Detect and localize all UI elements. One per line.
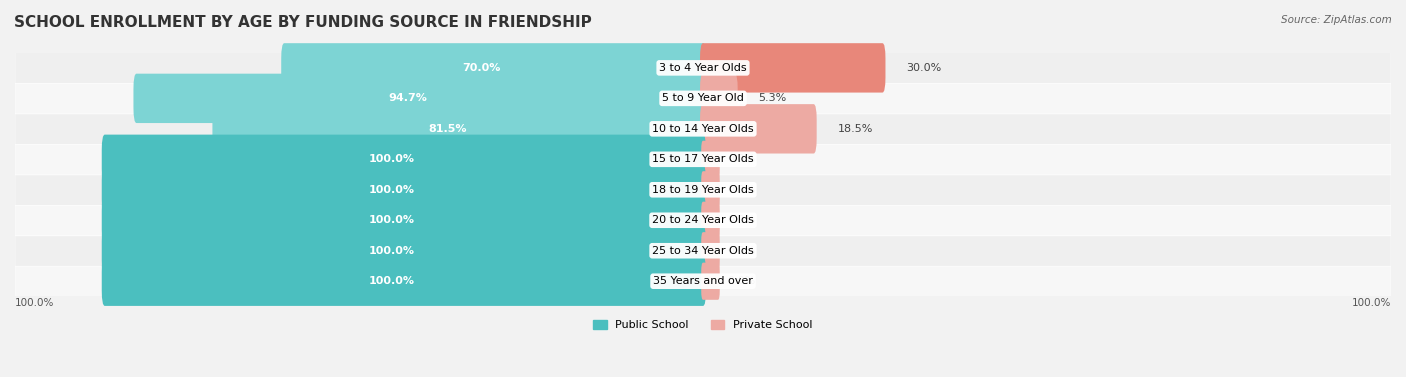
Text: 30.0%: 30.0%: [907, 63, 942, 73]
Text: 70.0%: 70.0%: [463, 63, 501, 73]
Text: 100.0%: 100.0%: [368, 215, 415, 225]
FancyBboxPatch shape: [15, 266, 1391, 297]
Text: 100.0%: 100.0%: [368, 276, 415, 286]
FancyBboxPatch shape: [15, 52, 1391, 83]
Text: 25 to 34 Year Olds: 25 to 34 Year Olds: [652, 246, 754, 256]
FancyBboxPatch shape: [101, 165, 706, 215]
FancyBboxPatch shape: [212, 104, 706, 153]
Text: 100.0%: 100.0%: [368, 154, 415, 164]
Text: 0.0%: 0.0%: [727, 185, 755, 195]
Text: 100.0%: 100.0%: [368, 246, 415, 256]
Text: Source: ZipAtlas.com: Source: ZipAtlas.com: [1281, 15, 1392, 25]
FancyBboxPatch shape: [15, 205, 1391, 236]
FancyBboxPatch shape: [702, 171, 720, 208]
Text: 81.5%: 81.5%: [427, 124, 467, 134]
Text: 0.0%: 0.0%: [727, 215, 755, 225]
FancyBboxPatch shape: [134, 74, 706, 123]
Legend: Public School, Private School: Public School, Private School: [589, 316, 817, 335]
Text: 3 to 4 Year Olds: 3 to 4 Year Olds: [659, 63, 747, 73]
FancyBboxPatch shape: [101, 256, 706, 306]
FancyBboxPatch shape: [700, 74, 738, 123]
Text: SCHOOL ENROLLMENT BY AGE BY FUNDING SOURCE IN FRIENDSHIP: SCHOOL ENROLLMENT BY AGE BY FUNDING SOUR…: [14, 15, 592, 30]
FancyBboxPatch shape: [702, 263, 720, 300]
Text: 0.0%: 0.0%: [727, 246, 755, 256]
Text: 18.5%: 18.5%: [838, 124, 873, 134]
FancyBboxPatch shape: [700, 43, 886, 93]
Text: 100.0%: 100.0%: [1351, 298, 1391, 308]
Text: 5 to 9 Year Old: 5 to 9 Year Old: [662, 93, 744, 103]
FancyBboxPatch shape: [15, 83, 1391, 114]
FancyBboxPatch shape: [101, 135, 706, 184]
Text: 15 to 17 Year Olds: 15 to 17 Year Olds: [652, 154, 754, 164]
FancyBboxPatch shape: [101, 226, 706, 276]
FancyBboxPatch shape: [702, 141, 720, 178]
Text: 0.0%: 0.0%: [727, 154, 755, 164]
Text: 5.3%: 5.3%: [759, 93, 787, 103]
Text: 35 Years and over: 35 Years and over: [652, 276, 754, 286]
FancyBboxPatch shape: [700, 104, 817, 153]
FancyBboxPatch shape: [15, 144, 1391, 175]
Text: 0.0%: 0.0%: [727, 276, 755, 286]
FancyBboxPatch shape: [101, 196, 706, 245]
FancyBboxPatch shape: [702, 232, 720, 269]
Text: 100.0%: 100.0%: [368, 185, 415, 195]
FancyBboxPatch shape: [702, 202, 720, 239]
FancyBboxPatch shape: [15, 113, 1391, 144]
FancyBboxPatch shape: [15, 174, 1391, 205]
Text: 100.0%: 100.0%: [15, 298, 55, 308]
Text: 18 to 19 Year Olds: 18 to 19 Year Olds: [652, 185, 754, 195]
Text: 20 to 24 Year Olds: 20 to 24 Year Olds: [652, 215, 754, 225]
Text: 94.7%: 94.7%: [388, 93, 427, 103]
Text: 10 to 14 Year Olds: 10 to 14 Year Olds: [652, 124, 754, 134]
FancyBboxPatch shape: [281, 43, 706, 93]
FancyBboxPatch shape: [15, 235, 1391, 266]
